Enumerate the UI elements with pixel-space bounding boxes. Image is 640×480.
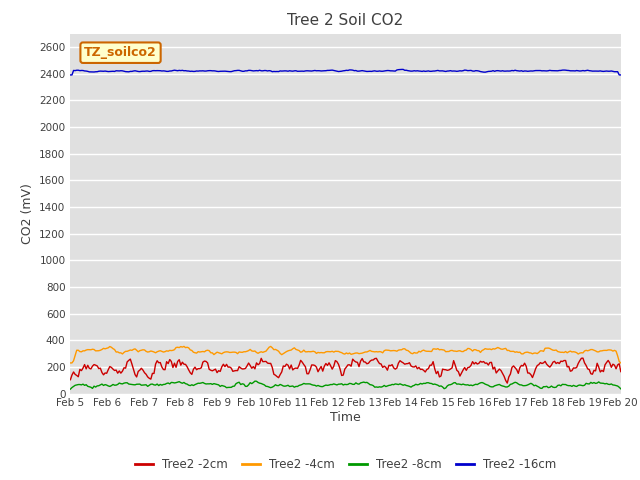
X-axis label: Time: Time bbox=[330, 411, 361, 424]
Title: Tree 2 Soil CO2: Tree 2 Soil CO2 bbox=[287, 13, 404, 28]
Legend: Tree2 -2cm, Tree2 -4cm, Tree2 -8cm, Tree2 -16cm: Tree2 -2cm, Tree2 -4cm, Tree2 -8cm, Tree… bbox=[130, 454, 561, 476]
Y-axis label: CO2 (mV): CO2 (mV) bbox=[20, 183, 34, 244]
Text: TZ_soilco2: TZ_soilco2 bbox=[84, 46, 157, 59]
